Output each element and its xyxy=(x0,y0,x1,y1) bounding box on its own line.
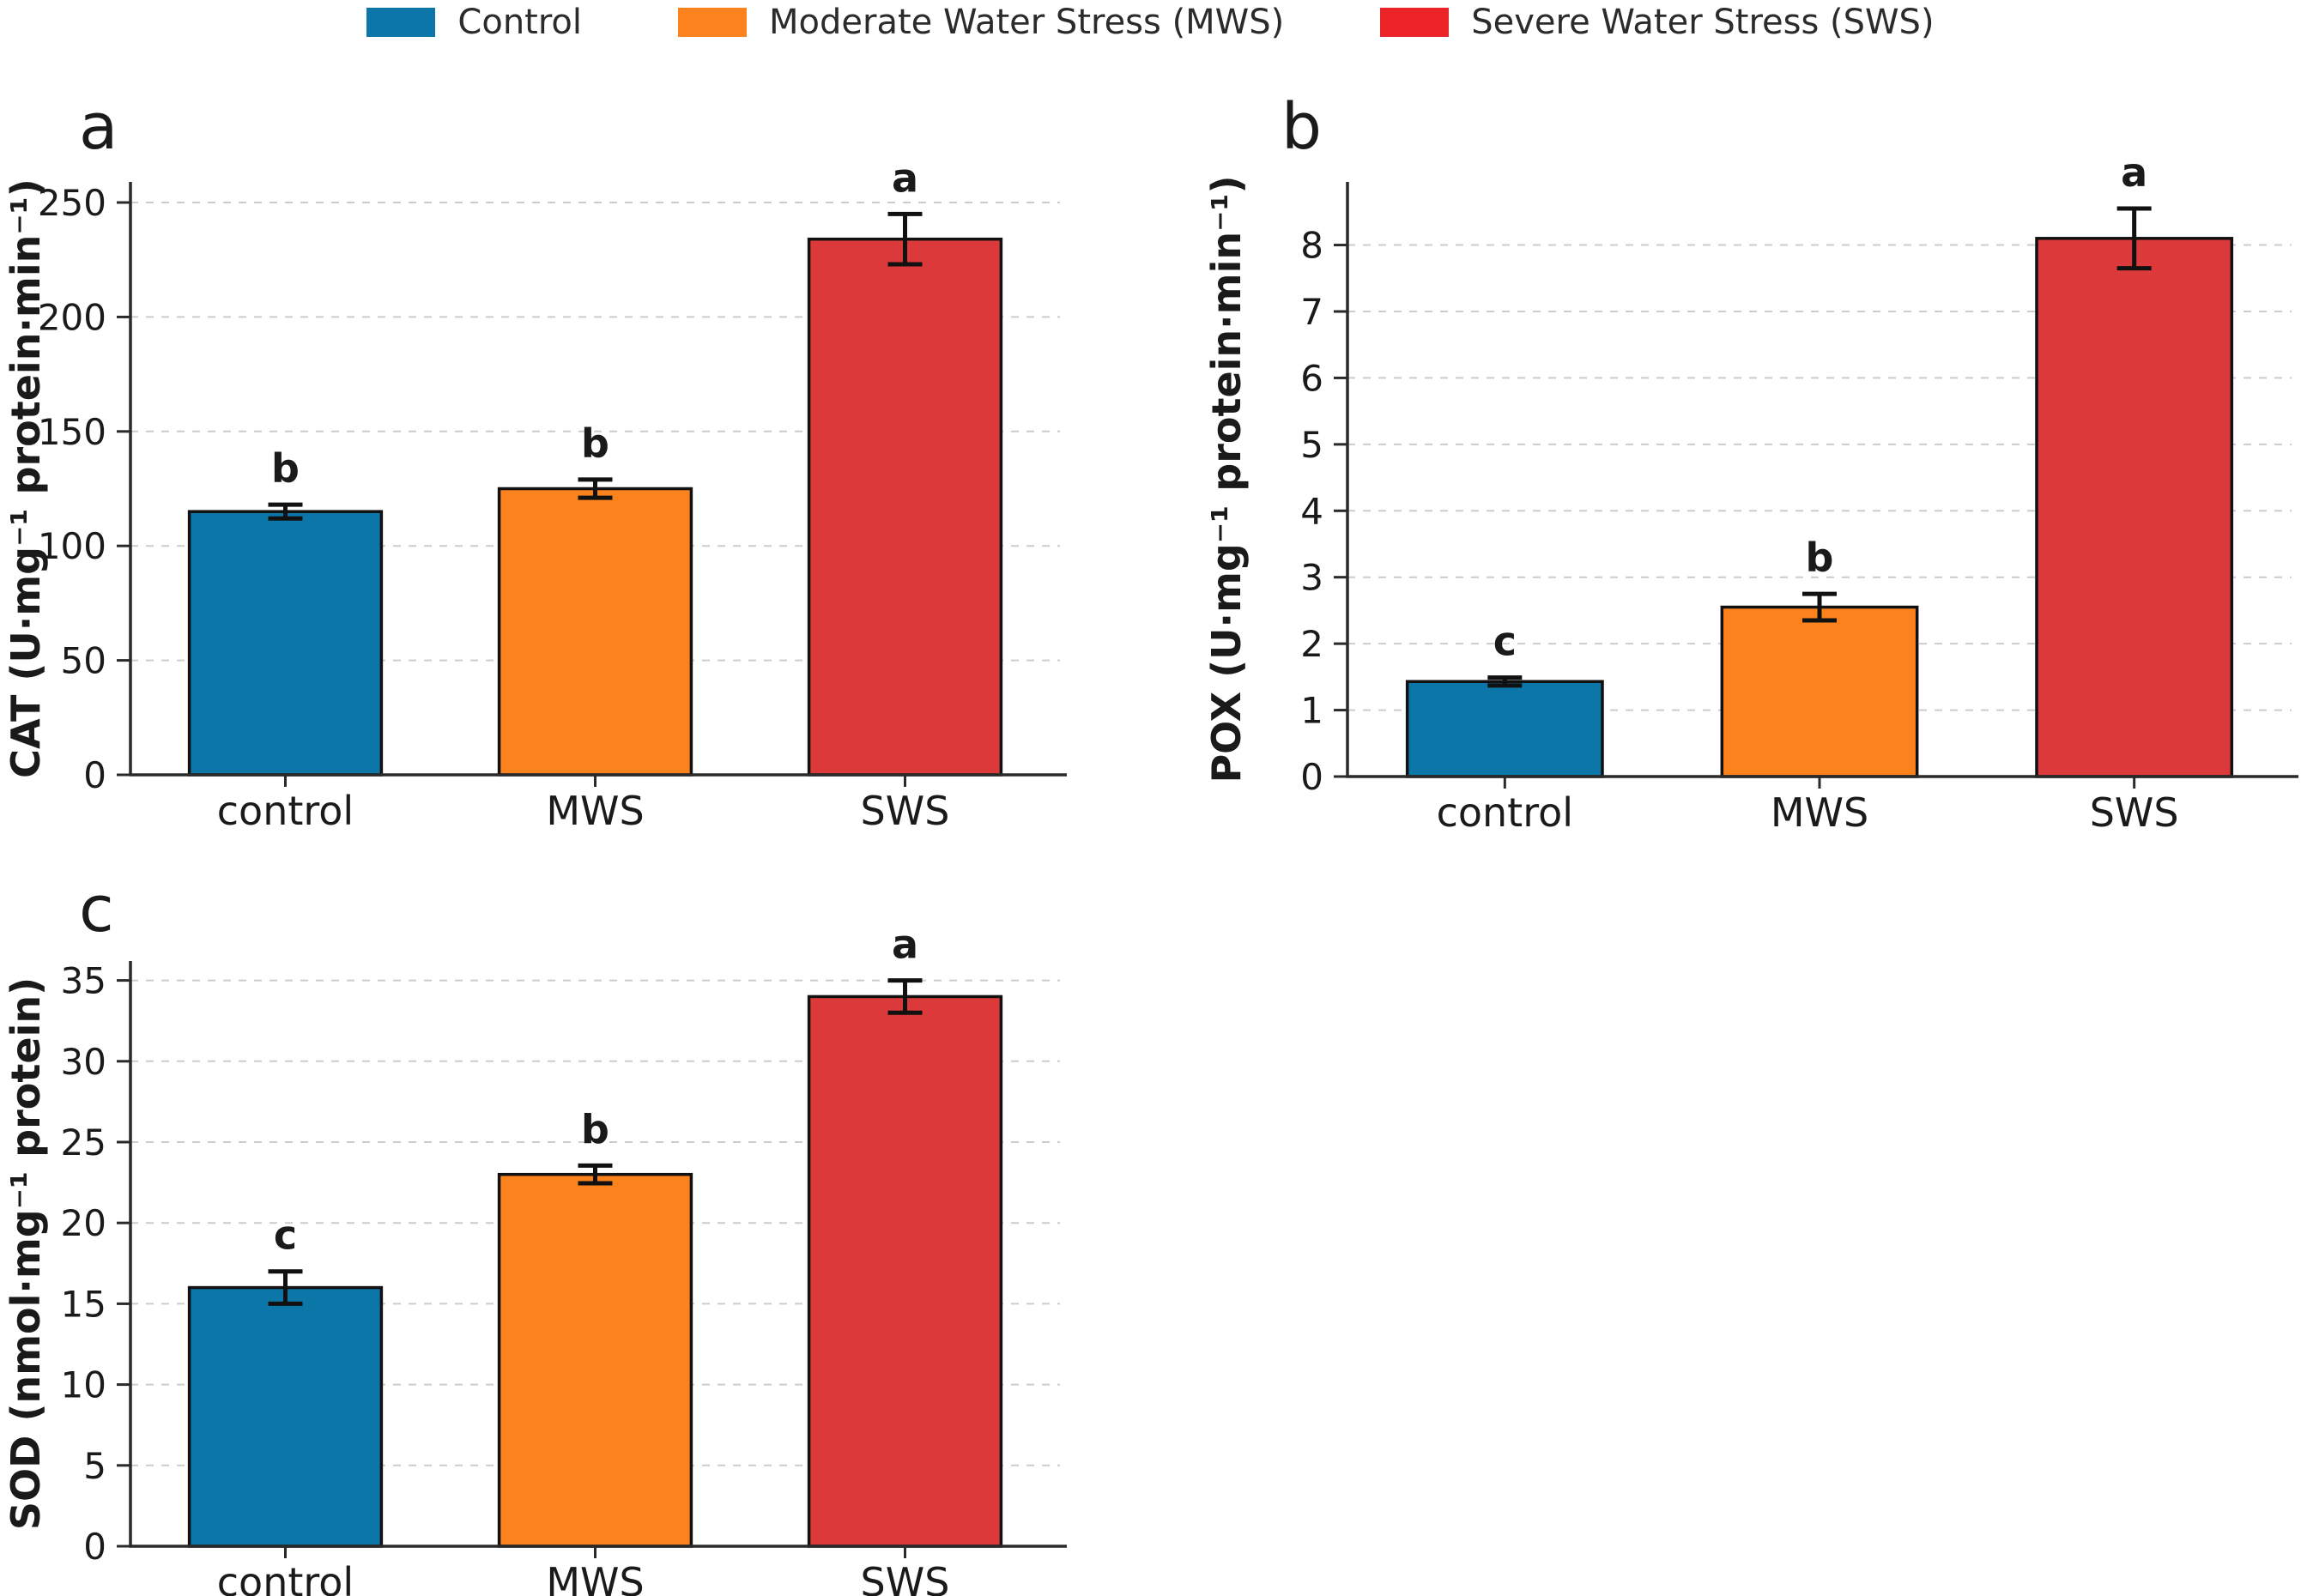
legend-label-sws: Severe Water Stress (SWS) xyxy=(1471,3,1935,42)
y-axis-label: CAT (U·mg⁻¹ protein·min⁻¹) xyxy=(3,178,49,778)
sig-letter: a xyxy=(2121,149,2147,196)
sig-letter: b xyxy=(581,1106,609,1152)
y-tick-label: 4 xyxy=(1300,490,1323,532)
x-tick-label: SWS xyxy=(861,788,950,834)
x-tick-label: MWS xyxy=(1771,789,1868,836)
x-tick-label: SWS xyxy=(861,1559,950,1596)
y-tick-label: 5 xyxy=(83,1445,106,1487)
y-tick-label: 15 xyxy=(61,1283,106,1325)
sig-letter: b xyxy=(271,445,300,492)
y-tick-label: 100 xyxy=(38,525,106,567)
legend-item-mws: Moderate Water Stress (MWS) xyxy=(678,5,1284,39)
legend-item-sws: Severe Water Stress (SWS) xyxy=(1380,3,1935,42)
panel-letter: b xyxy=(1281,90,1322,164)
bar-mws xyxy=(497,1172,693,1548)
legend: Control Moderate Water Stress (MWS) Seve… xyxy=(0,5,2301,39)
y-tick-label: 6 xyxy=(1300,357,1323,399)
y-tick-label: 150 xyxy=(38,411,106,453)
bar-sws xyxy=(2035,237,2234,778)
bar-sws xyxy=(807,994,1003,1548)
x-tick-label: SWS xyxy=(2090,789,2179,836)
sig-letter: c xyxy=(274,1212,297,1259)
legend-swatch-mws xyxy=(678,8,748,37)
y-axis-label: SOD (nmol·mg⁻¹ protein) xyxy=(3,977,49,1530)
y-tick-label: 0 xyxy=(83,754,106,796)
y-tick-label: 25 xyxy=(61,1121,106,1164)
y-tick-label: 7 xyxy=(1300,291,1323,333)
bar-control xyxy=(187,510,384,777)
y-tick-label: 5 xyxy=(1300,424,1323,466)
sig-letter: c xyxy=(1493,619,1517,665)
y-tick-label: 10 xyxy=(61,1364,106,1406)
bar-control xyxy=(1405,680,1604,778)
sig-letter: a xyxy=(892,922,918,968)
sig-letter: a xyxy=(892,154,918,201)
y-tick-label: 50 xyxy=(61,640,106,682)
x-tick-label: control xyxy=(217,1559,354,1596)
x-tick-label: MWS xyxy=(546,788,644,834)
y-tick-label: 200 xyxy=(38,296,106,338)
legend-swatch-control xyxy=(366,8,436,37)
y-tick-label: 0 xyxy=(83,1526,106,1568)
bar-control xyxy=(187,1285,384,1548)
panel-c-chart: c control b MWS a SWS 0 5 10 15 20 25 30 35 SOD (nmol·… xyxy=(3,873,1067,1596)
bar-mws xyxy=(1720,605,1919,778)
panel-b-chart: c control b MWS a SWS 0 1 2 3 4 5 6 7 8 POX (U·mg⁻¹ pro… xyxy=(1203,90,2298,836)
y-axis-label: POX (U·mg⁻¹ protein·min⁻¹) xyxy=(1203,175,1250,783)
y-tick-label: 35 xyxy=(61,960,106,1002)
y-tick-label: 2 xyxy=(1300,623,1323,665)
y-tick-label: 0 xyxy=(1300,756,1323,798)
sig-letter: b xyxy=(1806,535,1834,581)
legend-label-mws: Moderate Water Stress (MWS) xyxy=(769,3,1285,42)
x-tick-label: control xyxy=(217,788,354,834)
x-tick-label: control xyxy=(1437,789,1573,836)
x-tick-label: MWS xyxy=(546,1559,644,1596)
y-tick-label: 250 xyxy=(38,182,106,224)
y-tick-label: 8 xyxy=(1300,225,1323,267)
legend-label-control: Control xyxy=(457,3,583,42)
y-tick-label: 30 xyxy=(61,1041,106,1083)
y-tick-label: 1 xyxy=(1300,690,1323,732)
legend-swatch-sws xyxy=(1380,8,1450,37)
bar-mws xyxy=(497,487,693,777)
legend-item-control: Control xyxy=(366,5,582,39)
y-tick-label: 3 xyxy=(1300,557,1323,599)
y-tick-label: 20 xyxy=(61,1202,106,1244)
panel-letter: a xyxy=(79,90,118,164)
panel-letter: c xyxy=(79,873,114,946)
bar-sws xyxy=(807,237,1003,777)
sig-letter: b xyxy=(581,420,609,467)
